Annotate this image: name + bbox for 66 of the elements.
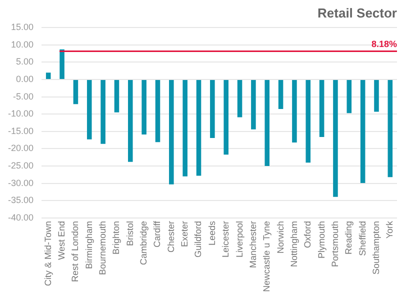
x-tick-label: Newcastle u Tyne [262,220,272,292]
bar [210,80,215,138]
bar [264,80,270,166]
bar [46,72,51,80]
bar [128,80,133,162]
x-tick-label: Cambridge [138,220,149,265]
bar [278,80,284,109]
x-tick-label: Chester [166,220,176,252]
y-tick-label: -25.00 [8,160,34,171]
x-tick-label: Liverpool [234,220,244,258]
bar [169,80,174,184]
x-tick-label: Oxford [302,220,313,248]
bar [360,80,366,184]
bar [224,80,228,155]
x-tick-label: City & Mid-Town [42,220,53,286]
x-tick-label: Leeds [206,220,217,246]
bar [319,80,324,137]
bar [333,80,338,197]
x-tick-label: Rest of London [70,220,80,282]
x-tick-label: Bristol [124,220,135,246]
x-tick-label: Guildford [193,220,204,258]
x-tick-label: Bournemouth [98,220,108,276]
x-tick-label: Sheffield [357,220,368,256]
bar [374,80,379,112]
y-tick-label: -30.00 [8,178,34,188]
x-tick-label: Exeter [180,220,190,247]
y-tick-label: -15.00 [8,126,34,136]
bar [73,80,78,104]
x-tick-label: Leicester [220,220,231,258]
y-tick-label: 10.00 [10,39,34,50]
bar [346,80,352,114]
x-tick-label: Reading [344,220,354,254]
ref-line-label: 8.18% [371,39,397,50]
x-tick-label: York [384,220,395,239]
bar [388,80,393,178]
chart-title: Retail Sector [318,5,397,20]
bar [114,80,120,112]
y-tick-label: 15.00 [10,22,34,32]
bar [251,80,256,130]
bar [100,80,106,144]
x-tick-label: Plymouth [316,220,326,258]
y-tick-label: -35.00 [8,195,34,206]
bar [196,80,202,176]
bar [155,80,160,142]
bar [237,80,242,118]
y-tick-label: -40.00 [8,212,34,222]
y-tick-label: -10.00 [8,108,34,119]
bar [60,49,64,80]
x-tick-label: West End [56,220,67,260]
bar [306,80,311,163]
y-tick-label: -20.00 [8,143,34,154]
x-tick-label: Norwich [275,220,286,254]
bar [182,80,188,176]
bar [86,80,92,140]
y-tick-label: -5.00 [13,91,34,102]
x-tick-label: Nottingham [288,220,299,267]
y-tick-label: 0.00 [16,74,34,84]
x-tick-label: Portsmouth [330,220,340,267]
bar [142,80,146,135]
y-tick-label: 5.00 [16,56,34,67]
x-tick-label: Brighton [111,220,122,254]
x-tick-label: Cardiff [152,220,162,248]
x-tick-label: Manchester [248,220,258,268]
x-tick-label: Southampton [370,220,381,275]
x-tick-label: Birmingham [84,220,94,269]
bar [292,80,297,143]
